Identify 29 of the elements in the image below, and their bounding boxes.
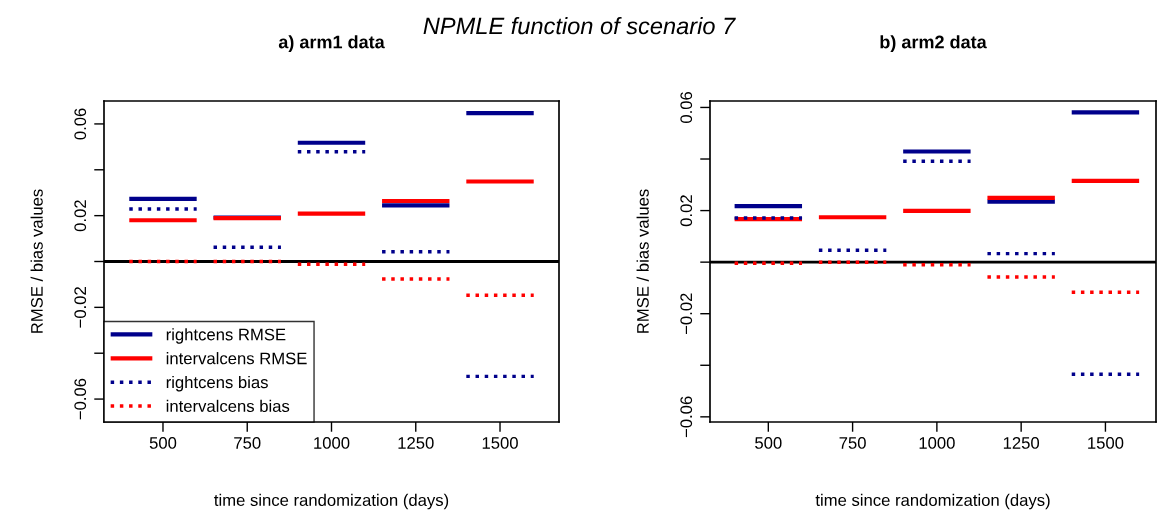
y-tick-label: 0.06 xyxy=(74,108,87,140)
legend-label: rightcens RMSE xyxy=(166,328,286,344)
y-tick-label: 0.02 xyxy=(680,195,693,227)
x-tick-label: 1250 xyxy=(398,437,434,449)
x-axis-title: time since randomization (days) xyxy=(214,493,449,510)
y-axis-title: RMSE / bias values xyxy=(636,189,649,333)
y-tick-label: 0.02 xyxy=(74,200,87,232)
x-tick-label: 750 xyxy=(839,437,866,449)
y-tick-label: −0.06 xyxy=(74,378,87,420)
chart-title: a) arm1 data xyxy=(278,35,385,52)
y-tick-label: 0.06 xyxy=(680,91,693,124)
x-tick-label: 750 xyxy=(234,437,261,449)
legend-label: intervalcens bias xyxy=(166,399,290,413)
x-tick-label: 1000 xyxy=(919,437,955,449)
x-tick-label: 1500 xyxy=(1088,437,1124,449)
legend-label: rightcens bias xyxy=(166,375,268,392)
x-tick-label: 1000 xyxy=(314,437,350,449)
x-tick-label: 500 xyxy=(149,437,177,449)
x-tick-label: 1250 xyxy=(1003,437,1040,449)
y-tick-label: −0.02 xyxy=(74,287,87,328)
text: NPMLE function of scenario 7 xyxy=(423,17,736,35)
x-axis-title: time since randomization (days) xyxy=(815,493,1050,510)
y-axis-title: RMSE / bias values xyxy=(30,189,43,333)
y-tick-label: −0.02 xyxy=(680,293,693,334)
legend-label: intervalcens RMSE xyxy=(166,352,307,365)
x-tick-label: 500 xyxy=(755,437,782,449)
y-tick-label: −0.06 xyxy=(680,396,693,438)
chart-title: b) arm2 data xyxy=(880,35,987,52)
x-tick-label: 1500 xyxy=(482,437,518,449)
